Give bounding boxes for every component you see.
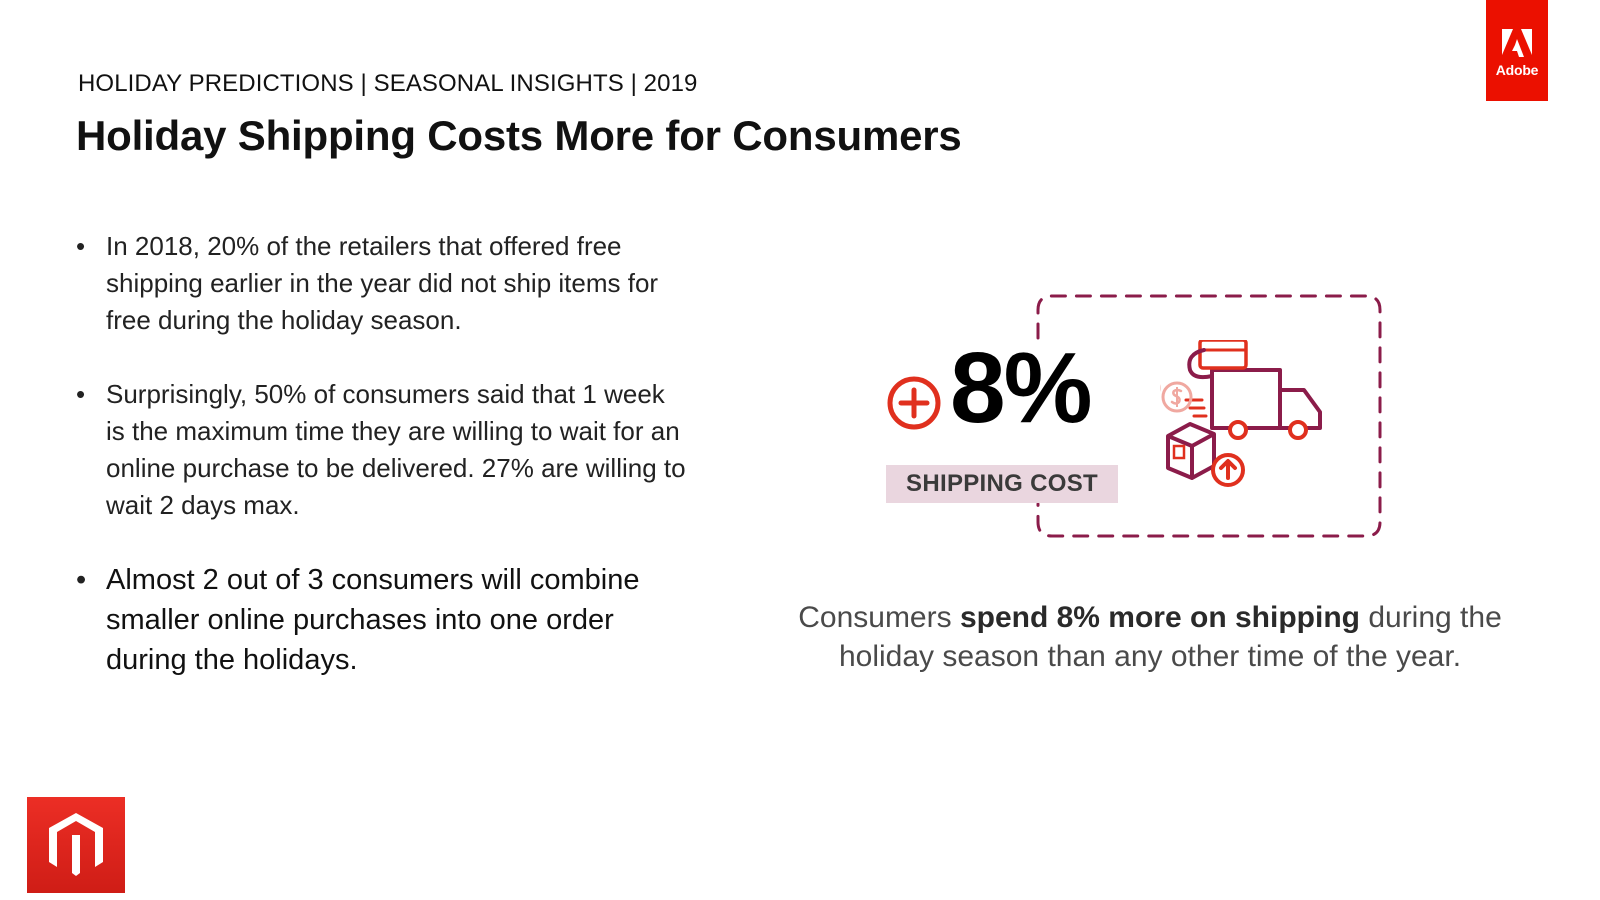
dollar-coin-icon	[1161, 381, 1193, 413]
stat-caption: Consumers spend 8% more on shipping duri…	[770, 598, 1530, 676]
credit-card-icon	[1187, 340, 1248, 380]
shipping-illustration	[1160, 340, 1322, 487]
stat-value: 8%	[950, 332, 1093, 444]
bullet-item: Almost 2 out of 3 consumers will combine…	[76, 560, 686, 680]
page-title: Holiday Shipping Costs More for Consumer…	[76, 112, 962, 159]
adobe-logo-icon	[1502, 29, 1532, 57]
magento-logo	[27, 797, 125, 893]
magento-logo-icon	[49, 813, 103, 876]
package-box-icon	[1166, 422, 1216, 480]
plus-circle-icon	[887, 376, 941, 430]
stat-label: SHIPPING COST	[886, 465, 1118, 503]
arrow-up-circle-icon	[1211, 453, 1245, 487]
adobe-logo: Adobe	[1486, 0, 1548, 101]
bullet-item: In 2018, 20% of the retailers that offer…	[76, 228, 686, 339]
caption-prefix: Consumers	[798, 601, 960, 634]
delivery-truck-icon	[1184, 368, 1322, 440]
caption-suffix: during the holiday season than any other…	[838, 601, 1502, 673]
section-kicker: HOLIDAY PREDICTIONS | SEASONAL INSIGHTS …	[78, 70, 698, 97]
bullet-list: In 2018, 20% of the retailers that offer…	[76, 228, 686, 680]
caption-emphasis: spend 8% more on shipping	[959, 601, 1360, 634]
adobe-wordmark: Adobe	[1495, 62, 1539, 78]
bullet-item: Surprisingly, 50% of consumers said that…	[76, 376, 686, 524]
